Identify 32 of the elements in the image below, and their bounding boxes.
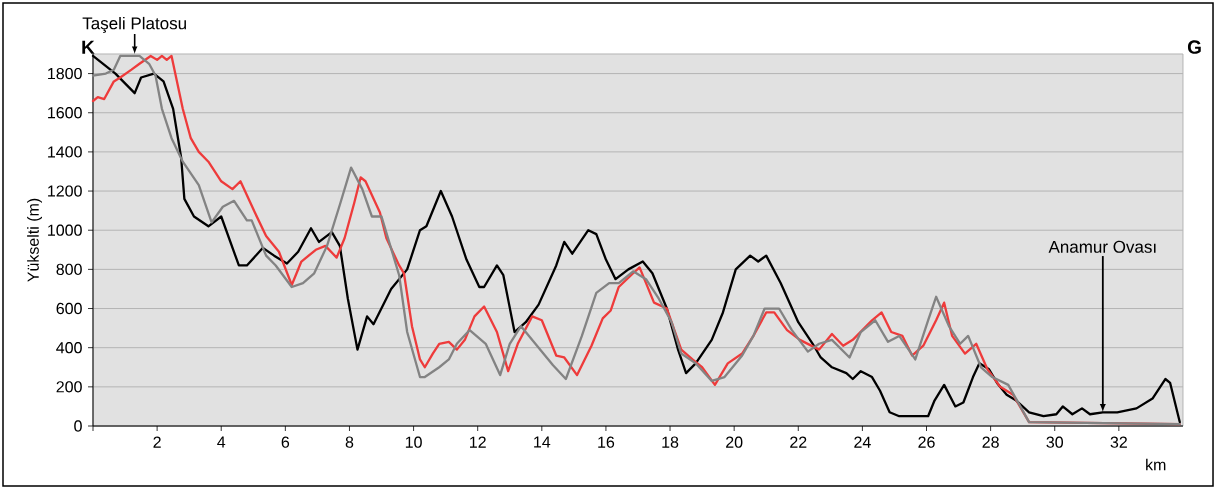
x-tick-label: 8 <box>345 436 354 448</box>
x-tick-label: 16 <box>598 436 615 448</box>
x-tick-label: 10 <box>405 436 422 448</box>
x-tick-label: 32 <box>1110 436 1127 448</box>
y-axis-title: Yükselti (m) <box>27 198 43 282</box>
x-tick-label: 28 <box>982 436 999 448</box>
x-tick-label: 14 <box>534 436 551 448</box>
text: G <box>1187 40 1201 54</box>
y-tick-label: 0 <box>74 420 82 432</box>
x-tick-label: 12 <box>470 436 486 448</box>
x-axis-title: km <box>1146 458 1166 471</box>
x-tick-label: 22 <box>790 436 807 448</box>
y-tick-label: 200 <box>56 381 82 393</box>
x-tick-label: 6 <box>281 436 290 448</box>
y-tick-label: 1400 <box>48 146 82 158</box>
y-tick-label: 600 <box>56 302 82 315</box>
y-tick-label: 1200 <box>48 185 82 197</box>
y-tick-label: 1000 <box>48 224 82 236</box>
x-tick-label: 2 <box>153 436 161 448</box>
x-tick-label: 24 <box>854 436 871 448</box>
x-tick-label: 30 <box>1046 436 1064 448</box>
x-tick-label: 26 <box>918 436 935 448</box>
y-tick-label: 800 <box>56 263 82 276</box>
y-tick-label: 1800 <box>48 67 82 80</box>
annotation: Taşeli Platosu <box>82 16 186 33</box>
text: K <box>82 40 95 54</box>
y-tick-label: 1600 <box>48 107 82 119</box>
y-tick-label: 400 <box>56 342 82 354</box>
x-tick-label: 20 <box>726 436 743 448</box>
annotation: Anamur Ovası <box>1048 240 1156 253</box>
x-tick-label: 18 <box>662 436 679 448</box>
x-tick-label: 4 <box>217 436 226 448</box>
